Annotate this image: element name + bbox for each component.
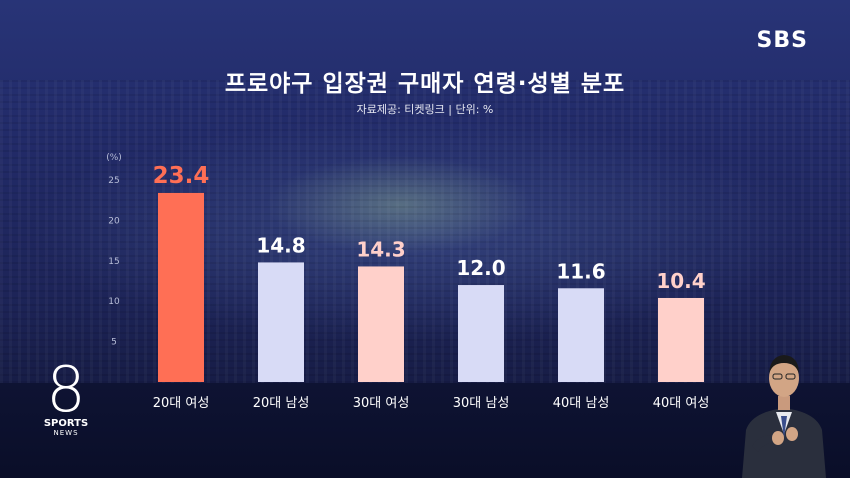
lower-band [0, 383, 850, 478]
y-tick-label: 5 [111, 338, 117, 348]
sports-news-logo: 8 SPORTS NEWS [36, 353, 96, 438]
bars [158, 192, 704, 382]
bar [258, 262, 304, 382]
y-tick-label: 15 [108, 257, 119, 267]
chart-title: 프로야구 입장권 구매자 연령·성별 분포 [224, 71, 626, 97]
chart-source-note: 자료제공: 티켓링크 | 단위: % [356, 103, 494, 116]
y-tick-label: 25 [108, 176, 119, 186]
y-tick-label: 10 [108, 297, 120, 307]
bar [658, 297, 704, 382]
bar [158, 192, 204, 382]
bar-value-label: 11.6 [556, 259, 605, 283]
bar-value-label: 14.3 [356, 237, 405, 261]
bar [458, 285, 504, 382]
bar-value-label: 12.0 [456, 256, 505, 280]
value-labels: 23.4 14.8 14.3 12.0 11.6 10.4 [153, 163, 706, 293]
bar-value-label: 23.4 [153, 163, 210, 189]
category-label: 20대 남성 [253, 396, 310, 411]
sports-news-logo-sports: SPORTS [43, 418, 89, 429]
sign-language-interpreter [742, 355, 826, 478]
category-label: 20대 여성 [153, 396, 210, 411]
category-label: 40대 남성 [553, 396, 610, 411]
stadium-stands-texture [0, 80, 850, 390]
y-axis: (%) 5 10 15 20 25 [106, 153, 122, 348]
sports-news-logo-news: NEWS [53, 429, 79, 437]
sports-news-eight-mark: 8 [46, 353, 86, 426]
bar [558, 288, 604, 382]
sbs-logo: SBS [756, 28, 808, 53]
bar-value-label: 14.8 [256, 233, 305, 257]
category-label: 30대 남성 [453, 396, 510, 411]
category-labels: 20대 여성 20대 남성 30대 여성 30대 남성 40대 남성 40대 여성 [153, 396, 710, 411]
bar-value-label: 10.4 [656, 269, 705, 293]
category-label: 40대 여성 [653, 396, 710, 411]
y-axis-unit: (%) [106, 153, 122, 163]
category-label: 30대 여성 [353, 396, 410, 411]
bar [358, 266, 404, 382]
y-tick-label: 20 [108, 216, 120, 226]
